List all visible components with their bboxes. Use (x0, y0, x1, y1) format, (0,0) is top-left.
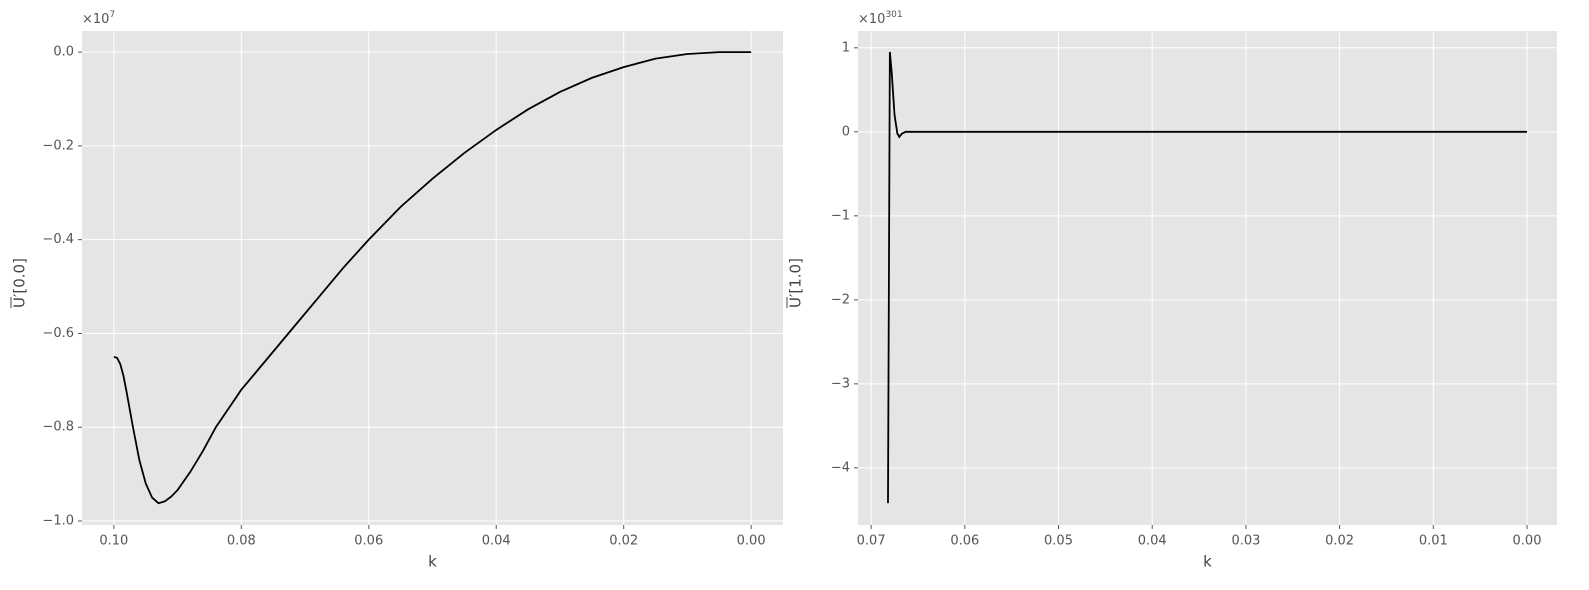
x-tick-label: 0.00 (1513, 534, 1542, 549)
y-tick-label: 0 (842, 124, 850, 139)
offset-text: ×10301 (858, 10, 903, 27)
y-tick-label: −0.6 (42, 326, 74, 341)
offset-base: ×10 (858, 12, 885, 27)
y-axis-label-group: U′[1.0] (786, 258, 805, 308)
y-tick-label: −0.4 (42, 232, 74, 247)
x-tick-label: 0.05 (1044, 534, 1073, 549)
offset-base: ×10 (82, 12, 109, 27)
y-tick-label: −1 (831, 208, 850, 223)
x-tick-label: 0.00 (737, 534, 766, 549)
y-tick-label: −2 (831, 292, 850, 307)
y-tick-label: 1 (842, 40, 850, 55)
offset-exponent: 7 (109, 10, 115, 20)
plot-area (82, 31, 783, 525)
x-tick-label: 0.03 (1231, 534, 1260, 549)
x-tick-label: 0.06 (950, 534, 979, 549)
x-tick-label: 0.02 (1325, 534, 1354, 549)
x-tick-label: 0.08 (227, 534, 256, 549)
x-tick-label: 0.04 (482, 534, 511, 549)
y-tick-label: −1.0 (42, 514, 74, 529)
y-tick-label: −3 (831, 376, 850, 391)
y-tick-label: −4 (831, 460, 850, 475)
y-axis-label-group: U′[0.0] (10, 258, 29, 308)
x-tick-label: 0.06 (354, 534, 383, 549)
x-tick-label: 0.07 (857, 534, 886, 549)
x-tick-label: 0.10 (99, 534, 128, 549)
x-tick-label: 0.01 (1419, 534, 1448, 549)
plot-area (858, 31, 1557, 525)
y-axis-label: U′[0.0] (11, 258, 29, 308)
x-tick-label: 0.02 (609, 534, 638, 549)
data-line (887, 51, 1528, 504)
data-line (113, 51, 752, 505)
offset-exponent: 301 (885, 10, 902, 20)
y-axis-label: U′[1.0] (787, 258, 805, 308)
y-tick-label: 0.0 (53, 45, 74, 60)
x-axis-label: k (1203, 553, 1212, 571)
y-tick-label: −0.8 (42, 420, 74, 435)
y-tick-label: −0.2 (42, 138, 74, 153)
x-axis-label: k (428, 553, 437, 571)
offset-text: ×107 (82, 10, 115, 27)
axes: 0.07 0.06 0.05 0.04 0.03 0.02 0.01 0.00 1 0 −1 −2 −3… (786, 10, 1557, 571)
x-tick-label: 0.04 (1138, 534, 1167, 549)
axes: 0.10 0.08 0.06 0.04 0.02 0.00 0.0 −0.2 −0.4 −0.6 −… (10, 10, 783, 571)
